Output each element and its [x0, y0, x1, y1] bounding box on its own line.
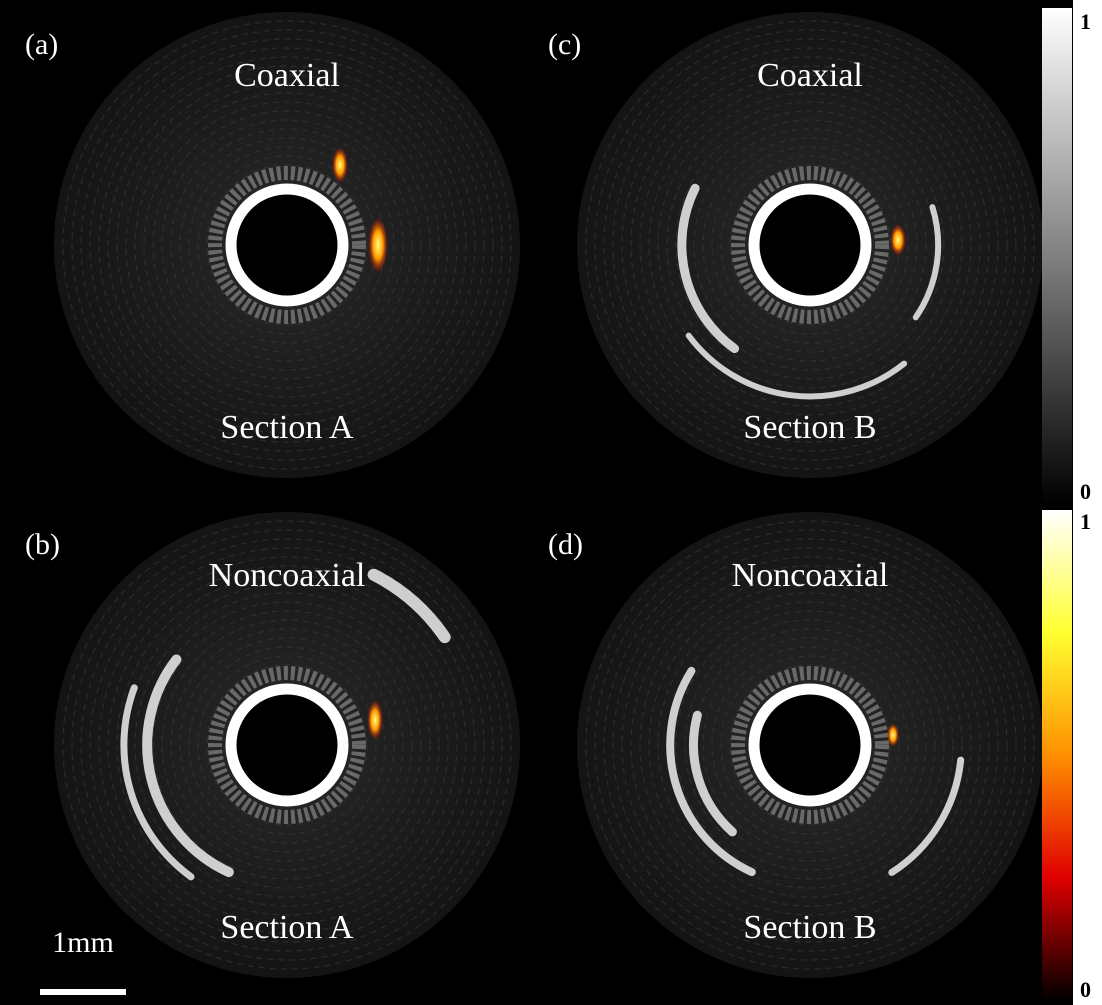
panel-label: (b)	[25, 528, 60, 561]
photoacoustic-signal	[887, 723, 899, 747]
colorbar-max: 1	[1080, 9, 1091, 34]
view-label: Coaxial	[234, 57, 340, 94]
figure: (a) Coaxial Section A (c) Coaxial Section B (b…	[0, 0, 1102, 1005]
panel-label: (a)	[25, 28, 58, 61]
scale-bar-label: 1mm	[52, 926, 114, 959]
panel-label: (d)	[548, 528, 583, 561]
photoacoustic-signal	[367, 700, 383, 740]
catheter-ring	[754, 189, 866, 301]
gray-colorbar	[1042, 8, 1072, 505]
section-label: Section B	[743, 409, 876, 446]
section-label: Section A	[220, 409, 354, 446]
colorbar-min: 0	[1080, 977, 1091, 1002]
colorbar-max: 1	[1080, 509, 1091, 534]
colorbar-min: 0	[1080, 479, 1091, 504]
section-label: Section A	[220, 909, 354, 946]
photoacoustic-signal	[368, 217, 388, 273]
photoacoustic-signal	[332, 147, 348, 183]
hot-colorbar	[1042, 510, 1072, 1000]
catheter-ring	[231, 189, 343, 301]
catheter-ring	[754, 689, 866, 801]
scale-bar	[40, 989, 126, 995]
view-label: Coaxial	[757, 57, 863, 94]
section-label: Section B	[743, 909, 876, 946]
catheter-ring	[231, 689, 343, 801]
view-label: Noncoaxial	[732, 557, 889, 594]
view-label: Noncoaxial	[209, 557, 366, 594]
panel-label: (c)	[548, 28, 581, 61]
photoacoustic-signal	[890, 224, 906, 256]
